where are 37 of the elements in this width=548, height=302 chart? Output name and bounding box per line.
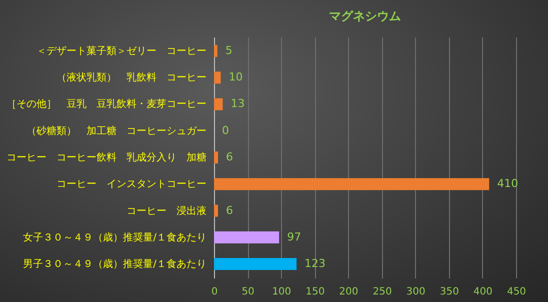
data-label: 6 [226, 150, 234, 164]
x-tick-label: 450 [506, 286, 526, 298]
y-tick-label: （砂糖類） 加工糖 コーヒーシュガー [26, 124, 206, 137]
y-tick-label: ＜デザート菓子類＞ゼリー コーヒー [36, 44, 206, 57]
bar [214, 204, 218, 217]
chart-title: マグネシウム [329, 9, 401, 23]
bar [214, 44, 218, 57]
x-tick-label: 250 [372, 286, 392, 298]
x-tick-label: 100 [272, 286, 292, 298]
bar [214, 258, 297, 270]
y-tick-label: 男子３０～４９（歳）推奨量/１食あたり [23, 258, 206, 270]
x-tick-label: 400 [473, 286, 492, 298]
x-tick-label: 150 [306, 286, 325, 298]
data-label: 6 [226, 204, 234, 217]
x-tick-label: 50 [242, 286, 254, 298]
bar [214, 231, 280, 244]
x-tick-label: 0 [211, 286, 218, 298]
bar [214, 178, 490, 190]
bar [214, 152, 218, 164]
y-tick-label: ［その他］ 豆乳 豆乳飲料・麦芽コーヒー [6, 98, 206, 110]
y-tick-label: （液状乳類） 乳飲料 コーヒー [56, 72, 206, 84]
y-tick-label: コーヒー 浸出液 [126, 204, 206, 217]
x-tick-label: 350 [440, 286, 459, 298]
x-tick-label: 300 [406, 286, 426, 298]
y-tick-label: 女子３０～４９（歳）推奨量/１食あたり [23, 231, 206, 244]
data-label: 97 [287, 230, 302, 244]
data-label: 0 [222, 124, 229, 137]
x-tick-label: 200 [339, 286, 358, 298]
y-tick-label: コーヒー インスタントコーヒー [56, 179, 206, 190]
bar [214, 72, 221, 84]
data-label: 5 [225, 44, 232, 57]
data-label: 410 [497, 177, 518, 190]
y-tick-label: コーヒー コーヒー飲料 乳成分入り 加糖 [6, 152, 206, 164]
data-label: 13 [230, 97, 245, 110]
bar [214, 98, 223, 110]
data-label: 10 [228, 70, 243, 84]
data-label: 123 [304, 257, 326, 270]
